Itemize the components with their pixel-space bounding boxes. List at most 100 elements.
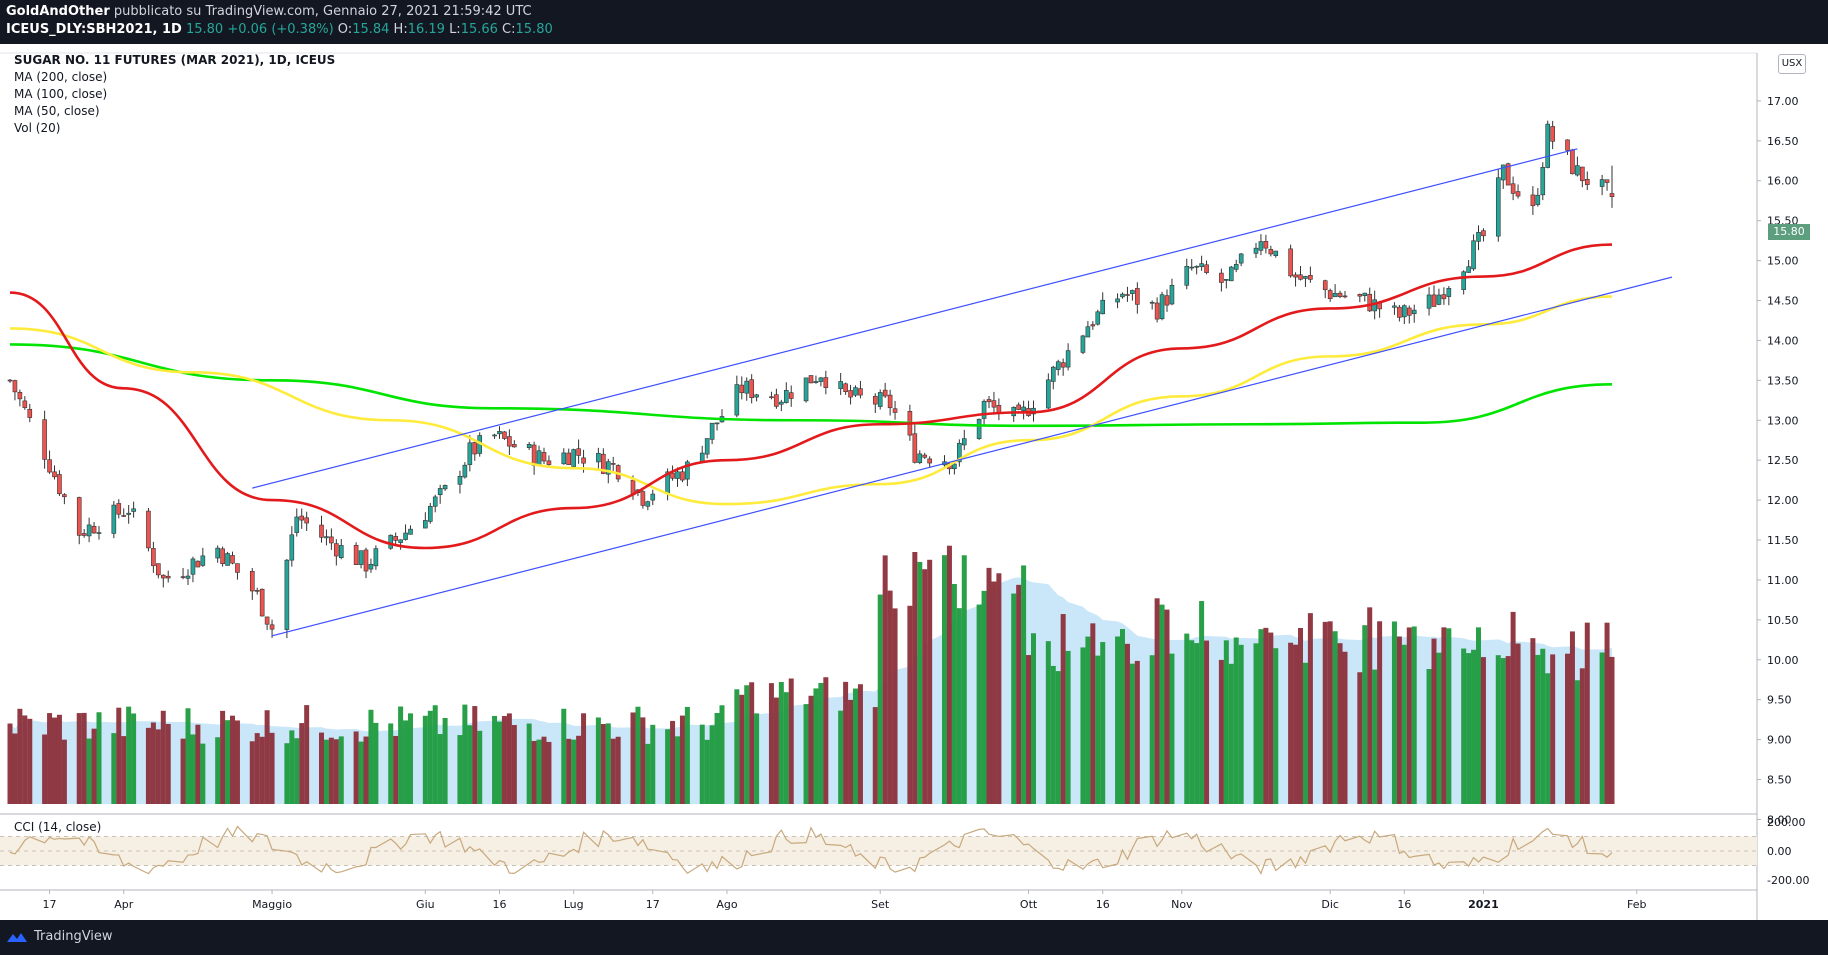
symbol: ICEUS_DLY:SBH2021, 1D [6, 22, 182, 37]
candle-body [1184, 265, 1190, 286]
volume-bar [665, 729, 671, 804]
close-value: 15.80 [515, 22, 553, 37]
candle-body [1164, 295, 1170, 306]
price-tick-label: 16.00 [1767, 175, 1799, 188]
candle-body [388, 534, 394, 549]
candle-body [185, 575, 191, 579]
volume-bar [1233, 637, 1239, 804]
candle-body [1540, 167, 1546, 196]
candle-body [492, 434, 497, 437]
candle-body [541, 452, 547, 462]
volume-bar [422, 715, 428, 804]
time-tick-label: Ott [1020, 898, 1038, 911]
candle-body [704, 438, 710, 455]
volume-bar [492, 715, 498, 804]
volume-bar [467, 725, 473, 804]
volume-bar [96, 712, 102, 804]
candle-body [1481, 230, 1486, 237]
volume-bar [408, 713, 413, 804]
price-tick-label: 10.50 [1767, 614, 1799, 627]
volume-bar [299, 723, 305, 804]
volume-bar [561, 708, 567, 804]
volume-bar [566, 738, 572, 804]
volume-bar [1396, 636, 1402, 804]
tradingview-logo[interactable]: TradingView [6, 929, 113, 944]
candle-body [1535, 194, 1541, 205]
candle-body [843, 383, 848, 393]
volume-bar [180, 738, 186, 804]
volume-bar [1441, 627, 1447, 804]
candle-body [858, 388, 863, 396]
volume-bar [1149, 655, 1155, 804]
candle-body [1599, 179, 1605, 187]
volume-bar [1362, 625, 1368, 804]
candle-body [1090, 324, 1096, 327]
volume-bar [1377, 621, 1383, 804]
volume-bar [27, 718, 33, 804]
volume-bar [131, 713, 137, 804]
candle-body [457, 476, 463, 485]
candle-body [1189, 266, 1195, 269]
volume-bar [1011, 593, 1017, 804]
volume-bar [1204, 640, 1210, 804]
currency-button[interactable]: USX [1778, 54, 1806, 74]
candle-body [47, 459, 52, 473]
time-tick-label: 2021 [1468, 898, 1499, 911]
chart-canvas[interactable]: 17.0016.5016.0015.5015.0014.5014.0013.50… [0, 44, 1828, 920]
candle-body [912, 433, 918, 463]
volume-bar [259, 736, 265, 804]
legend-volume[interactable]: Vol (20) [14, 121, 61, 135]
candle-body [502, 431, 507, 439]
candle-body [1580, 166, 1585, 182]
author-name[interactable]: GoldAndOther [6, 4, 110, 19]
candle-body [269, 624, 275, 630]
candle-body [12, 380, 18, 393]
volume-bar [462, 704, 468, 804]
volume-bar [635, 706, 641, 804]
legend-ma100[interactable]: MA (100, close) [14, 87, 108, 101]
volume-bar [877, 594, 883, 804]
volume-bar [1411, 626, 1417, 804]
candle-body [284, 559, 290, 630]
volume-bar [1372, 669, 1378, 804]
price-tick-label: 9.00 [1767, 734, 1792, 747]
candle-body [289, 534, 295, 561]
volume-bar [981, 590, 987, 804]
candle-body [546, 460, 552, 465]
candle-body [1510, 183, 1516, 194]
legend-ma200[interactable]: MA (200, close) [14, 70, 108, 84]
chart-area[interactable]: 17.00 16.50 16.00 15.50 15.00 14.50 14.00 13.50… [0, 44, 1828, 920]
volume-bar [892, 608, 898, 804]
candle-body [254, 590, 260, 592]
candle-body [1100, 299, 1106, 315]
candle-body [1505, 163, 1511, 186]
volume-bar [61, 739, 67, 804]
candle-body [467, 442, 473, 465]
volume-bar [457, 735, 463, 804]
brand-name: TradingView [34, 929, 113, 944]
volume-bar [605, 723, 611, 804]
legend-ma50[interactable]: MA (50, close) [14, 104, 100, 118]
candle-body [1293, 274, 1298, 278]
legend-title: SUGAR NO. 11 FUTURES (MAR 2021), 1D, ICE… [14, 53, 336, 67]
time-tick-label: 16 [1397, 898, 1411, 911]
volume-bar [650, 724, 656, 804]
candle-body [403, 532, 408, 540]
volume-bar [42, 734, 48, 804]
candle-body [1322, 280, 1328, 291]
volume-bar [843, 681, 849, 804]
volume-bar [887, 590, 893, 804]
candle-body [1085, 326, 1091, 338]
volume-bar [234, 720, 240, 804]
candle-body [1080, 335, 1086, 353]
candle-body [1060, 362, 1066, 368]
candle-body [1461, 271, 1466, 290]
volume-bar [195, 724, 201, 804]
time-tick-label: 16 [493, 898, 507, 911]
candle-body [754, 394, 759, 398]
cci-label[interactable]: CCI (14, close) [14, 820, 102, 834]
volume-bar [304, 705, 310, 804]
volume-bar [1060, 614, 1066, 804]
candle-body [1402, 305, 1407, 318]
candle-body [561, 452, 567, 465]
